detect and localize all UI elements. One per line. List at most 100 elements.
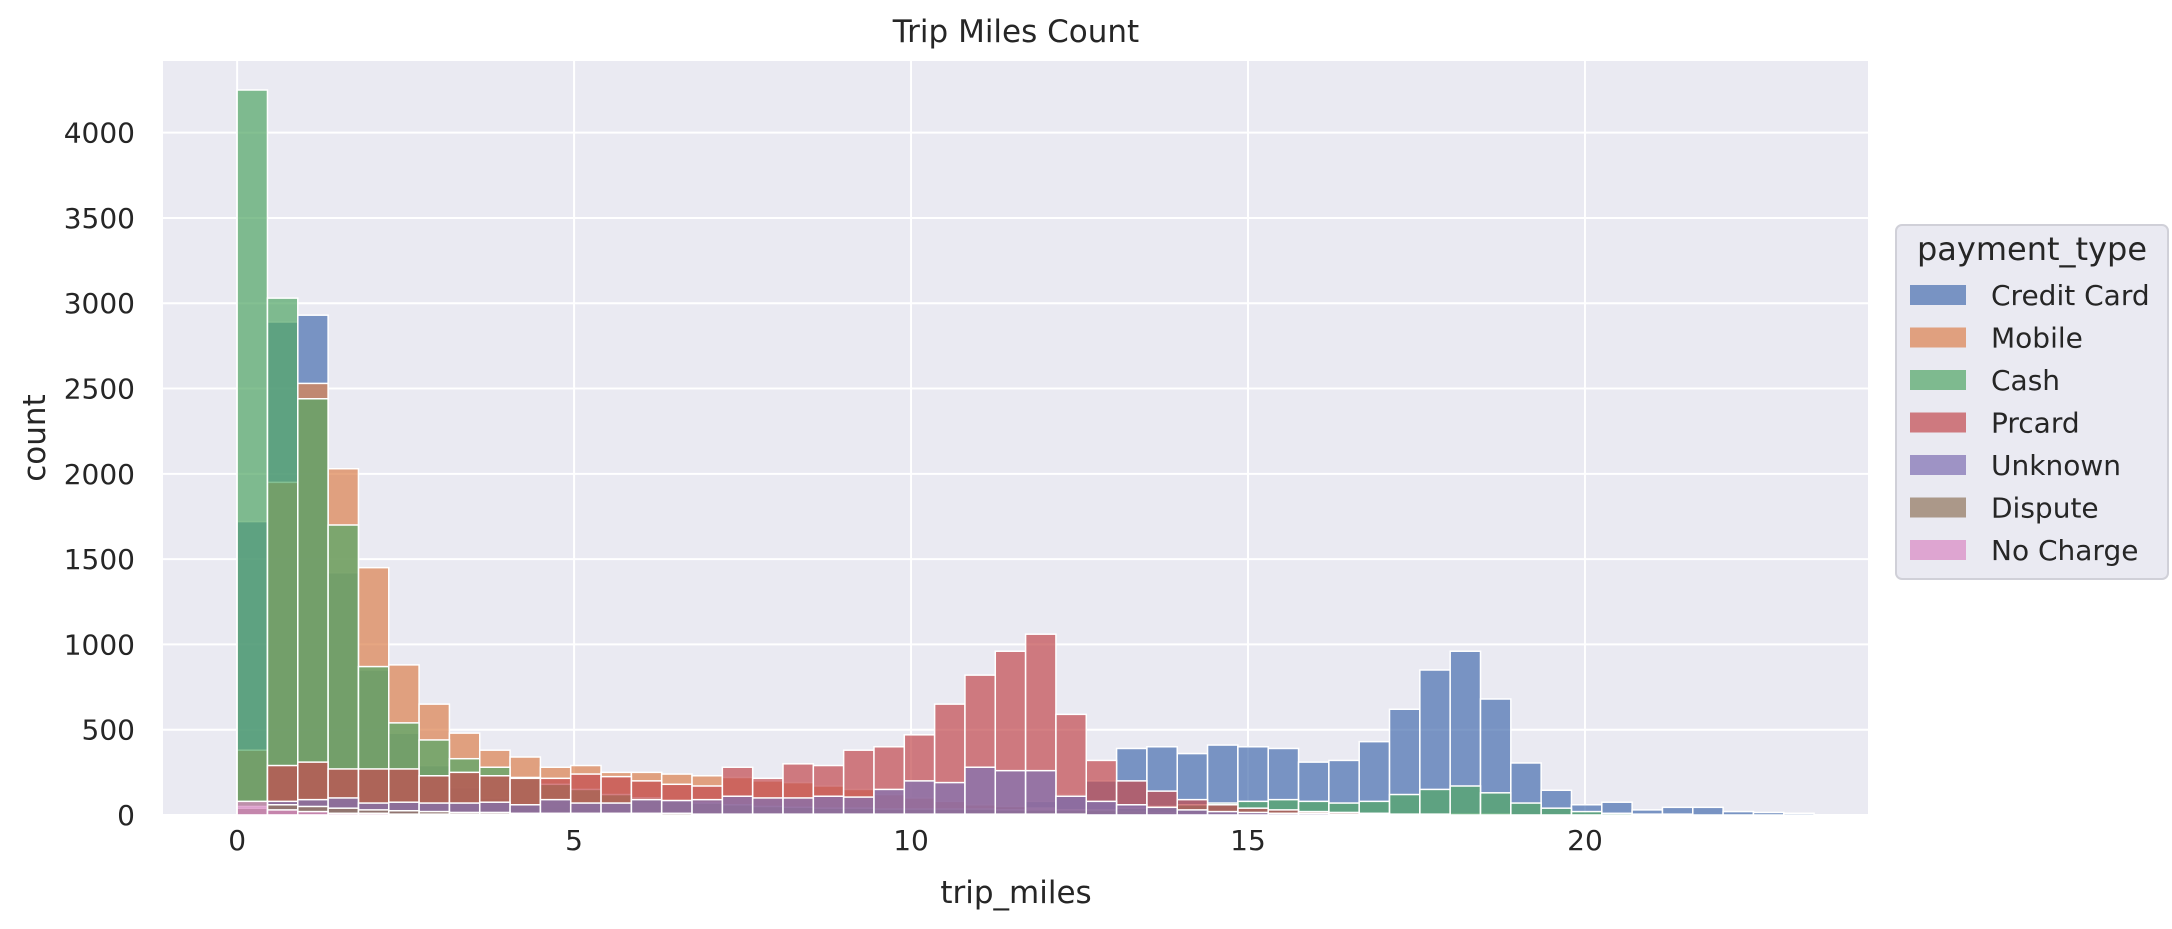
histogram-bar — [1570, 810, 1603, 816]
histogram-bar — [964, 766, 997, 816]
histogram-bar — [1752, 811, 1785, 816]
histogram-bar — [539, 813, 572, 816]
y-tick-label: 2000 — [64, 458, 135, 491]
legend-label: Mobile — [1991, 322, 2083, 355]
legend: payment_type Credit Card Mobile Cash Prcard… — [1895, 224, 2169, 580]
histogram-bar — [994, 813, 1027, 816]
histogram-bar — [1237, 811, 1269, 816]
legend-swatch — [1910, 412, 1966, 433]
histogram-bar — [297, 398, 329, 816]
x-axis-label: trip_miles — [940, 875, 1091, 911]
legend-label: Cash — [1991, 364, 2060, 397]
histogram-bar — [812, 813, 845, 816]
histogram-bar — [1024, 813, 1057, 816]
chart-title: Trip Miles Count — [892, 14, 1139, 50]
histogram-bar — [569, 813, 602, 816]
legend-label: Dispute — [1991, 492, 2099, 525]
legend-item: Prcard — [1910, 407, 2080, 440]
legend-swatch — [1910, 285, 1966, 305]
histogram-bar — [630, 813, 663, 816]
histogram-bar — [782, 813, 815, 816]
histogram-bar — [903, 780, 936, 816]
histogram-bar — [297, 810, 329, 816]
histogram-bar — [1176, 809, 1209, 816]
histogram-bar — [1388, 813, 1421, 816]
legend-items: Credit Card Mobile Cash Prcard Unknown Disput… — [1910, 279, 2150, 567]
y-tick-labels: 0 500 1000 1500 2000 2500 3000 3500 4000 — [64, 117, 135, 832]
legend-frame — [1895, 224, 2169, 580]
histogram-bar — [842, 813, 875, 816]
legend-swatch — [1910, 370, 1966, 390]
x-tick-label: 5 — [565, 824, 583, 857]
histogram-bar — [1115, 804, 1148, 816]
histogram-bar — [1419, 788, 1451, 816]
histogram-bar — [751, 813, 784, 816]
legend-swatch — [1910, 497, 1966, 518]
histogram-bar — [600, 813, 633, 816]
histogram-bar — [1510, 802, 1542, 816]
x-tick-label: 10 — [893, 824, 929, 857]
legend-item: Cash — [1910, 364, 2060, 397]
histogram-bar — [1449, 785, 1482, 816]
legend-label: No Charge — [1991, 534, 2138, 567]
histogram-bar — [1601, 812, 1633, 816]
y-tick-label: 3500 — [64, 202, 135, 235]
legend-item: Mobile — [1910, 322, 2083, 355]
histogram-bar — [903, 813, 936, 816]
legend-label: Unknown — [1991, 449, 2121, 482]
histogram-bar — [721, 795, 754, 816]
histogram-bar — [1692, 806, 1724, 816]
histogram-bar — [842, 796, 875, 816]
y-tick-label: 0 — [117, 799, 135, 832]
x-tick-label: 15 — [1230, 824, 1266, 857]
histogram-bar — [1055, 795, 1088, 816]
histogram-bar — [691, 798, 724, 816]
legend-item: Unknown — [1910, 449, 2121, 482]
histogram-bar — [691, 813, 724, 816]
histogram-bar — [388, 813, 420, 816]
histogram-bar — [236, 800, 269, 816]
series-no-charge — [236, 800, 663, 816]
legend-label: Credit Card — [1991, 279, 2150, 312]
histogram-bar — [1783, 812, 1815, 816]
y-tick-label: 4000 — [64, 117, 135, 150]
x-tick-label: 0 — [228, 824, 246, 857]
series-unknown — [236, 766, 1391, 816]
legend-swatch — [1910, 327, 1966, 348]
histogram-bar — [1631, 813, 1664, 816]
legend-label: Prcard — [1991, 407, 2080, 440]
histogram-bar — [1297, 812, 1330, 816]
histogram-bar — [994, 769, 1027, 816]
y-tick-label: 2500 — [64, 373, 135, 406]
histogram-bar — [1722, 810, 1755, 816]
y-tick-label: 3000 — [64, 287, 135, 320]
legend-item: No Charge — [1910, 534, 2138, 567]
histogram-bar — [448, 813, 481, 816]
legend-swatch — [1910, 540, 1966, 560]
histogram-bar — [721, 813, 754, 816]
histogram-bar — [1085, 800, 1118, 816]
histogram-bar — [327, 812, 360, 816]
x-tick-label: 20 — [1567, 824, 1603, 857]
grid-lines — [163, 61, 1868, 816]
histogram-bar — [509, 813, 542, 816]
y-tick-label: 1500 — [64, 543, 135, 576]
y-tick-label: 500 — [82, 714, 135, 747]
histogram-bar — [782, 797, 815, 816]
histogram-bar — [357, 812, 390, 816]
histogram-bar — [236, 89, 269, 816]
histogram-bar — [1419, 813, 1451, 816]
histogram-bar — [266, 809, 299, 816]
histogram-bar — [1479, 792, 1512, 816]
histogram-bars — [236, 89, 1815, 816]
histogram-bar — [418, 813, 451, 816]
histogram-bar — [1358, 813, 1391, 816]
histogram-bar — [933, 813, 966, 816]
x-tick-labels: 0 5 10 15 20 — [228, 824, 1603, 857]
histogram-bar — [1388, 793, 1421, 816]
histogram-bar — [1661, 813, 1694, 816]
legend-item: Dispute — [1910, 492, 2099, 525]
histogram-bar — [1328, 813, 1360, 816]
histogram-bar — [1146, 806, 1178, 816]
histogram-bar — [873, 788, 906, 816]
